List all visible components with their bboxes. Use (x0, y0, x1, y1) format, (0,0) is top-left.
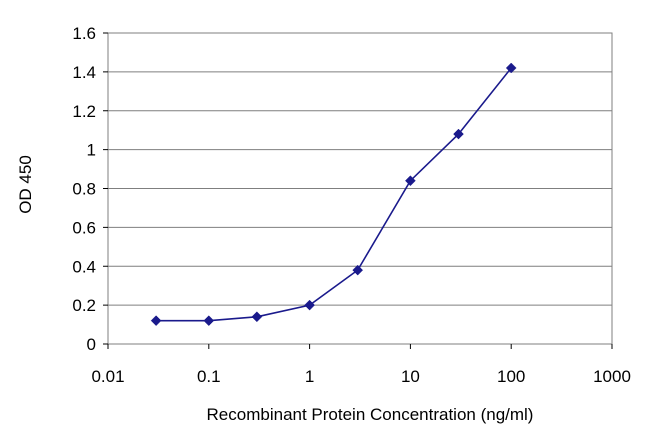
x-tick-label: 1 (305, 367, 314, 386)
x-tick-label: 100 (497, 367, 525, 386)
y-axis-label: OD 450 (16, 155, 35, 214)
data-point (453, 128, 464, 140)
y-tick-label: 0.8 (72, 180, 96, 199)
x-tick-label: 0.1 (197, 367, 221, 386)
grid-lines (108, 32, 612, 345)
series-group (150, 62, 517, 327)
y-tick-label: 0.4 (72, 257, 96, 276)
data-point (352, 264, 364, 276)
y-axis-ticks: 0 0.2 0.4 0.6 0.8 1 1.2 1.4 1.6 (72, 24, 108, 354)
data-point (304, 299, 315, 311)
x-axis-ticks: 0.01 0.1 1 10 100 1000 (91, 344, 631, 386)
y-tick-label: 0 (87, 335, 96, 354)
y-tick-label: 0.6 (72, 218, 96, 237)
x-tick-label: 10 (401, 367, 420, 386)
data-point (203, 315, 215, 327)
series-line (156, 67, 512, 322)
y-tick-label: 1 (87, 141, 96, 160)
y-tick-label: 1.2 (72, 102, 96, 121)
data-point (505, 62, 517, 74)
y-tick-label: 1.6 (72, 24, 96, 43)
x-tick-label: 1000 (593, 367, 631, 386)
x-axis-label: Recombinant Protein Concentration (ng/ml… (207, 405, 534, 424)
y-tick-label: 0.2 (72, 296, 96, 315)
data-point (405, 175, 416, 187)
y-tick-label: 1.4 (72, 63, 96, 82)
x-tick-label: 0.01 (91, 367, 124, 386)
data-point (251, 311, 263, 323)
data-point (150, 315, 162, 327)
